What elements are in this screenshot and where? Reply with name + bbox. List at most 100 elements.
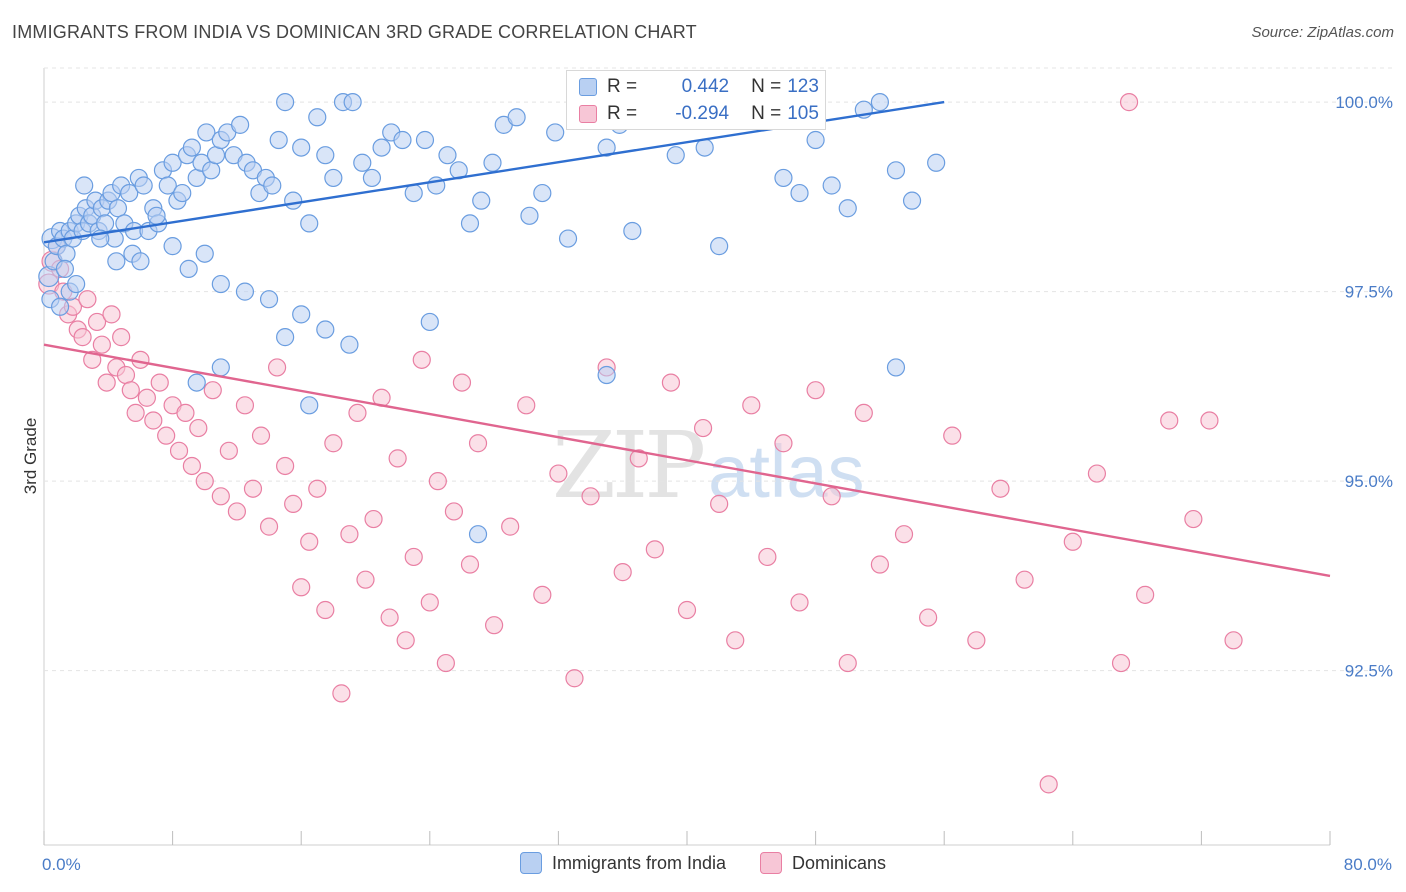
dominican-point — [485, 616, 504, 635]
india-point — [324, 168, 343, 188]
dominican-point — [1063, 532, 1082, 551]
india-point — [292, 305, 311, 324]
india-point — [55, 259, 74, 278]
dominican-point — [112, 328, 131, 347]
r-value: 0.442 — [681, 76, 730, 97]
y-tick-label: 95.0% — [1345, 472, 1393, 491]
dominican-point — [150, 373, 169, 392]
india-point — [206, 146, 226, 165]
y-axis-label: 3rd Grade — [21, 418, 40, 495]
dominican-point — [428, 472, 447, 491]
dominican-point — [1087, 464, 1107, 483]
dominican-point — [316, 600, 335, 620]
dominican-point — [1119, 93, 1139, 112]
india-point — [472, 191, 491, 210]
dominican-point — [412, 350, 431, 369]
india-point — [438, 146, 457, 165]
india-point — [211, 274, 230, 294]
india-point — [822, 176, 841, 195]
dominican-point — [211, 487, 230, 506]
india-point — [710, 237, 729, 256]
y-tick-label: 97.5% — [1345, 283, 1393, 302]
dominican-point — [919, 608, 938, 627]
india-point — [50, 297, 70, 316]
india-point — [284, 191, 303, 210]
india-point — [107, 252, 126, 271]
india-point — [340, 335, 359, 354]
dominican-point — [943, 426, 962, 445]
dominican-point — [420, 593, 439, 612]
india-point — [158, 176, 177, 195]
dominican-point — [87, 312, 107, 332]
n-label: N = — [751, 76, 782, 97]
india-point — [197, 123, 216, 142]
dominican-point — [565, 669, 584, 688]
dominican-point — [742, 396, 761, 415]
dominican-point — [1200, 411, 1219, 430]
dominican-point — [1136, 585, 1155, 604]
dominican-point — [364, 509, 383, 529]
india-point — [533, 183, 552, 203]
dominican-point — [396, 631, 415, 650]
dominican-point — [1224, 631, 1243, 650]
dominican-point — [137, 388, 156, 407]
dominican-point — [267, 358, 287, 377]
dominican-point — [292, 578, 311, 597]
stats-row-dominican: R = -0.294 N = 105 — [579, 101, 819, 127]
india-point — [259, 290, 279, 309]
india-point — [269, 130, 288, 150]
x-tick-label: 0.0% — [42, 855, 81, 874]
india-point — [597, 365, 616, 385]
dominican-point — [517, 396, 536, 415]
legend-item-dominicans[interactable]: Dominicans — [760, 852, 886, 874]
dominican-point — [388, 449, 407, 468]
dominican-point — [324, 434, 343, 453]
india-point — [120, 183, 139, 203]
dominican-point — [436, 653, 455, 673]
dominican-point — [144, 411, 163, 430]
dominican-point — [758, 547, 777, 567]
legend-item-india[interactable]: Immigrants from India — [519, 852, 726, 874]
india-point — [276, 93, 295, 112]
dominican-point — [774, 434, 793, 453]
india-point — [420, 312, 439, 332]
india-point — [195, 244, 214, 263]
india-point — [187, 373, 206, 392]
dominican-point — [97, 373, 116, 392]
dominican-point — [203, 381, 222, 400]
dominican-point — [460, 555, 480, 574]
stats-box: R = 0.442 N = 123 R = -0.294 N = 105 — [566, 70, 826, 130]
india-swatch — [579, 78, 597, 96]
dominican-point — [332, 684, 351, 703]
dominican-point — [991, 479, 1010, 498]
r-value: -0.294 — [675, 103, 730, 124]
y-tick-label: 92.5% — [1345, 662, 1393, 681]
dominican-point — [92, 335, 111, 354]
dominican-point — [251, 426, 271, 445]
india-point — [372, 138, 391, 157]
r-label: R = — [607, 76, 638, 97]
legend-label-india: Immigrants from India — [551, 852, 726, 873]
dominican-point — [83, 350, 102, 369]
india-point — [163, 237, 182, 256]
dominican-point — [894, 525, 914, 544]
dominican-point — [854, 403, 873, 423]
dominican-point — [661, 373, 681, 392]
dominican-point — [581, 487, 600, 506]
dominican-point — [677, 600, 697, 620]
india-point — [131, 252, 150, 271]
dominican-point — [533, 585, 552, 604]
dominican-point — [1111, 653, 1131, 673]
india-point — [415, 130, 435, 150]
india-point — [460, 214, 480, 233]
dominican-point — [235, 396, 255, 415]
india-point — [211, 358, 230, 377]
y-tick-label: 100.0% — [1335, 93, 1393, 112]
india-point — [316, 320, 335, 339]
india-point — [774, 168, 793, 188]
dominican-point — [468, 434, 488, 453]
dominican-point — [629, 449, 648, 468]
india-point — [300, 214, 319, 233]
dominican-point — [284, 494, 303, 513]
